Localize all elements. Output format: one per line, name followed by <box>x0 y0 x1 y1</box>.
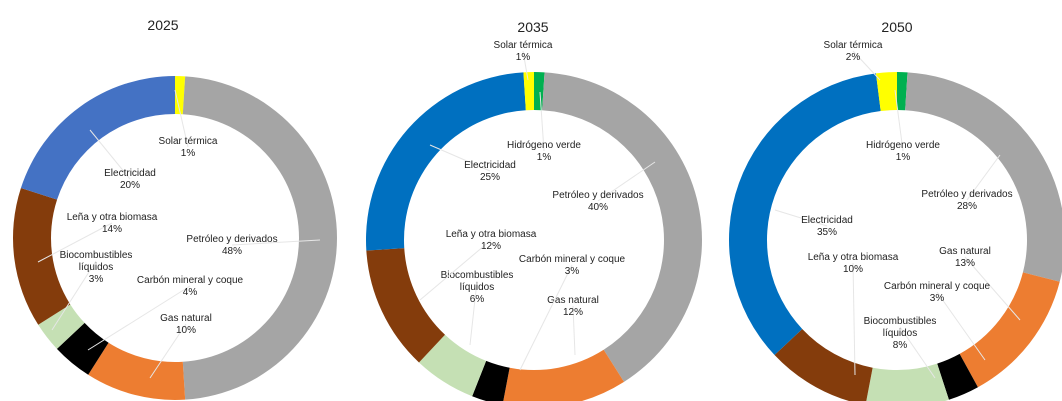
slice-gas-natural <box>959 272 1060 388</box>
label-leader-line <box>89 129 131 180</box>
label-solar-termica: Solar térmica 1% <box>494 40 553 63</box>
slice-solar-termica <box>523 72 534 111</box>
chart-title: 2050 <box>881 19 912 35</box>
slice-hidrogeno-verde <box>897 72 908 111</box>
label-carbon-mineral-y-coque: Carbón mineral y coque 3% <box>519 254 626 277</box>
slice-gas-natural <box>503 349 625 401</box>
label-leader-line <box>539 91 545 152</box>
label-petroleo-y-derivados: Petróleo y derivados 48% <box>186 234 277 257</box>
label-leader-line <box>429 144 491 172</box>
donut-chart-2050: 2050 Hidrógeno verde 1% Petróleo y derivado… <box>729 19 1062 401</box>
label-biocombustibles-liquidos: Biocombustibles líquidos 8% <box>864 316 937 351</box>
label-hidrogeno-verde: Hidrógeno verde 1% <box>866 140 940 163</box>
slice-solar-termica <box>875 72 897 112</box>
label-petroleo-y-derivados: Petróleo y derivados 28% <box>921 189 1012 212</box>
label-carbon-mineral-y-coque: Carbón mineral y coque 4% <box>137 275 244 298</box>
label-hidrogeno-verde: Hidrógeno verde 1% <box>507 140 581 163</box>
slice-petroleo-y-derivados <box>905 72 1062 282</box>
label-gas-natural: Gas natural 13% <box>939 246 991 269</box>
label-leader-line <box>519 264 573 371</box>
label-lena-y-otra-biomasa: Leña y otra biomasa 14% <box>67 212 158 235</box>
label-lena-y-otra-biomasa: Leña y otra biomasa 10% <box>808 252 899 275</box>
label-leader-line <box>852 50 881 81</box>
chart-title: 2025 <box>147 17 178 33</box>
label-leader-line <box>597 161 656 202</box>
label-solar-termica: Solar térmica 2% <box>824 40 883 63</box>
label-electricidad: Electricidad 20% <box>104 168 156 191</box>
slice-biocombustibles-liquidos <box>38 304 85 349</box>
slice-lena-y-otra-biomasa <box>366 248 446 363</box>
slice-lena-y-otra-biomasa <box>12 187 71 325</box>
label-leader-line <box>936 291 986 361</box>
label-carbon-mineral-y-coque: Carbón mineral y coque 3% <box>884 281 991 304</box>
label-leader-line <box>522 50 529 81</box>
label-gas-natural: Gas natural 10% <box>160 313 212 336</box>
label-biocombustibles-liquidos: Biocombustibles líquidos 3% <box>60 250 133 285</box>
slice-solar-termica <box>175 76 186 115</box>
slice-carbon-mineral-y-coque <box>56 322 109 375</box>
slice-biocombustibles-liquidos <box>418 334 487 397</box>
label-leader-line <box>37 222 113 263</box>
slice-electricidad <box>729 73 881 356</box>
slice-lena-y-otra-biomasa <box>774 328 873 401</box>
donut-chart-2025: 2025 Solar térmica 1% Petróleo y derivados 4… <box>12 17 338 400</box>
label-leader-line <box>149 323 187 379</box>
label-leader-line <box>572 305 576 356</box>
slice-electricidad <box>366 72 526 251</box>
label-petroleo-y-derivados: Petróleo y derivados 40% <box>552 190 643 213</box>
donut-chart-2035: 2035 Hidrógeno verde 1% Petróleo y derivado… <box>366 19 702 401</box>
label-electricidad: Electricidad 25% <box>464 160 516 183</box>
label-solar-termica: Solar térmica 1% <box>159 136 218 159</box>
slice-petroleo-y-derivados <box>542 72 702 382</box>
label-leader-line <box>894 89 904 152</box>
label-leader-line <box>966 154 1001 201</box>
label-leader-line <box>899 326 936 379</box>
label-gas-natural: Gas natural 12% <box>547 295 599 318</box>
slice-carbon-mineral-y-coque <box>937 353 978 400</box>
label-lena-y-otra-biomasa: Leña y otra biomasa 12% <box>446 229 537 252</box>
slice-petroleo-y-derivados <box>182 76 338 400</box>
slice-biocombustibles-liquidos <box>866 363 949 401</box>
label-leader-line <box>852 262 856 376</box>
label-biocombustibles-liquidos: Biocombustibles líquidos 6% <box>441 270 514 305</box>
label-leader-line <box>469 280 478 346</box>
label-leader-line <box>51 260 97 331</box>
slice-gas-natural <box>88 342 186 400</box>
slice-hidrogeno-verde <box>534 72 545 111</box>
label-electricidad: Electricidad 35% <box>801 215 853 238</box>
label-leader-line <box>174 89 189 148</box>
label-leader-line <box>231 239 321 246</box>
label-leader-line <box>964 256 1021 321</box>
chart-title: 2035 <box>517 19 548 35</box>
label-leader-line <box>419 239 492 301</box>
slice-electricidad <box>20 75 175 200</box>
label-leader-line <box>774 209 828 227</box>
label-leader-line <box>87 285 191 351</box>
slice-carbon-mineral-y-coque <box>472 360 510 401</box>
